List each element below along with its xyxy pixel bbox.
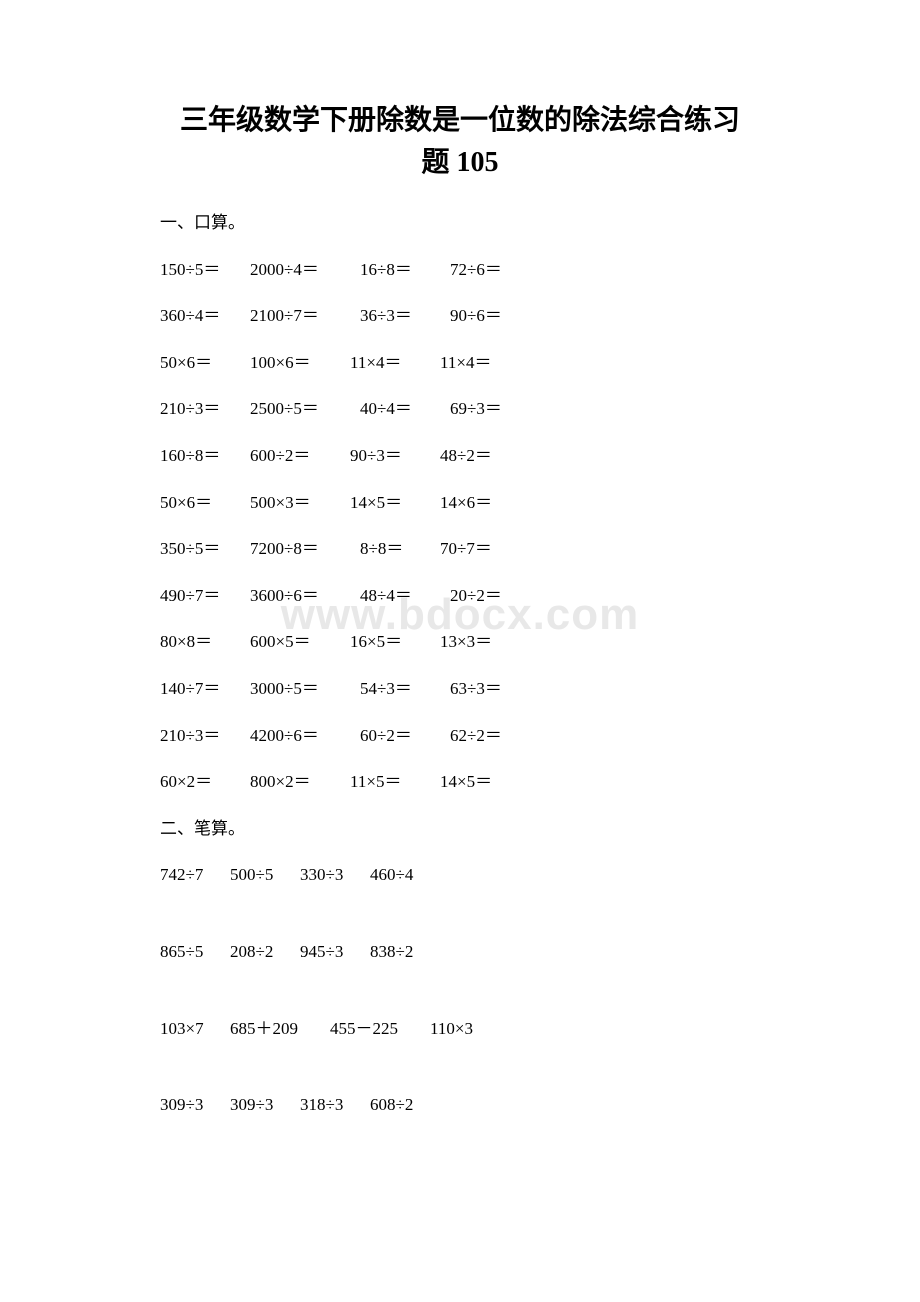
problem-cell: 14×5＝ <box>440 767 530 798</box>
problem-cell: 14×6＝ <box>440 488 530 519</box>
problem-cell: 63÷3＝ <box>450 674 540 705</box>
problem-cell: 11×5＝ <box>350 767 440 798</box>
problem-row: 742÷7500÷5330÷3460÷4 <box>160 860 800 891</box>
problem-cell: 3600÷6＝ <box>250 581 360 612</box>
problem-cell: 2100÷7＝ <box>250 301 360 332</box>
problem-cell: 800×2＝ <box>250 767 350 798</box>
problem-cell: 455－225 <box>330 1014 430 1045</box>
mental-calculation-problems: 150÷5＝2000÷4＝16÷8＝72÷6＝ 360÷4＝2100÷7＝36÷3… <box>160 255 800 798</box>
document-content: 三年级数学下册除数是一位数的除法综合练习 题 105 一、口算。 150÷5＝2… <box>120 100 800 1121</box>
problem-row: 103×7685＋209455－225110×3 <box>160 1014 800 1045</box>
problem-cell: 90÷3＝ <box>350 441 440 472</box>
problem-cell: 20÷2＝ <box>450 581 540 612</box>
written-calculation-problems: 742÷7500÷5330÷3460÷4 865÷5208÷2945÷3838÷2… <box>160 860 800 1120</box>
problem-cell: 685＋209 <box>230 1014 330 1045</box>
problem-cell: 945÷3 <box>300 937 370 968</box>
problem-cell: 460÷4 <box>370 860 440 891</box>
problem-cell: 309÷3 <box>230 1090 300 1121</box>
problem-cell: 40÷4＝ <box>360 394 450 425</box>
section-1-header: 一、口算。 <box>160 208 800 239</box>
problem-cell: 8÷8＝ <box>360 534 440 565</box>
problem-row: 50×6＝100×6＝11×4＝11×4＝ <box>160 348 800 379</box>
problem-cell: 110×3 <box>430 1014 500 1045</box>
title-line-1: 三年级数学下册除数是一位数的除法综合练习 <box>120 100 800 142</box>
problem-row: 160÷8＝600÷2＝90÷3＝48÷2＝ <box>160 441 800 472</box>
problem-row: 140÷7＝3000÷5＝54÷3＝63÷3＝ <box>160 674 800 705</box>
problem-cell: 2000÷4＝ <box>250 255 360 286</box>
problem-cell: 490÷7＝ <box>160 581 250 612</box>
problem-row: 150÷5＝2000÷4＝16÷8＝72÷6＝ <box>160 255 800 286</box>
problem-cell: 36÷3＝ <box>360 301 450 332</box>
problem-cell: 3000÷5＝ <box>250 674 360 705</box>
problem-row: 865÷5208÷2945÷3838÷2 <box>160 937 800 968</box>
problem-cell: 50×6＝ <box>160 348 250 379</box>
problem-cell: 80×8＝ <box>160 627 250 658</box>
problem-cell: 210÷3＝ <box>160 721 250 752</box>
problem-row: 490÷7＝3600÷6＝48÷4＝20÷2＝ <box>160 581 800 612</box>
row-spacer <box>160 907 800 937</box>
document-title: 三年级数学下册除数是一位数的除法综合练习 题 105 <box>120 100 800 184</box>
problem-cell: 50×6＝ <box>160 488 250 519</box>
problem-cell: 11×4＝ <box>440 348 530 379</box>
problem-cell: 54÷3＝ <box>360 674 450 705</box>
problem-cell: 742÷7 <box>160 860 230 891</box>
problem-cell: 100×6＝ <box>250 348 350 379</box>
problem-row: 210÷3＝4200÷6＝60÷2＝62÷2＝ <box>160 721 800 752</box>
problem-cell: 14×5＝ <box>350 488 440 519</box>
problem-cell: 70÷7＝ <box>440 534 530 565</box>
problem-cell: 350÷5＝ <box>160 534 250 565</box>
problem-cell: 11×4＝ <box>350 348 440 379</box>
problem-row: 50×6＝500×3＝14×5＝14×6＝ <box>160 488 800 519</box>
problem-row: 80×8＝600×5＝16×5＝13×3＝ <box>160 627 800 658</box>
problem-cell: 360÷4＝ <box>160 301 250 332</box>
problem-cell: 500÷5 <box>230 860 300 891</box>
row-spacer <box>160 984 800 1014</box>
problem-cell: 140÷7＝ <box>160 674 250 705</box>
problem-cell: 500×3＝ <box>250 488 350 519</box>
problem-cell: 210÷3＝ <box>160 394 250 425</box>
problem-row: 350÷5＝7200÷8＝8÷8＝70÷7＝ <box>160 534 800 565</box>
problem-cell: 600×5＝ <box>250 627 350 658</box>
problem-cell: 4200÷6＝ <box>250 721 360 752</box>
content-body: 一、口算。 150÷5＝2000÷4＝16÷8＝72÷6＝ 360÷4＝2100÷… <box>120 208 800 1121</box>
problem-cell: 865÷5 <box>160 937 230 968</box>
problem-row: 60×2＝800×2＝11×5＝14×5＝ <box>160 767 800 798</box>
problem-cell: 7200÷8＝ <box>250 534 360 565</box>
problem-cell: 72÷6＝ <box>450 255 540 286</box>
problem-cell: 838÷2 <box>370 937 440 968</box>
problem-cell: 150÷5＝ <box>160 255 250 286</box>
problem-cell: 69÷3＝ <box>450 394 540 425</box>
problem-row: 360÷4＝2100÷7＝36÷3＝90÷6＝ <box>160 301 800 332</box>
problem-cell: 13×3＝ <box>440 627 530 658</box>
problem-cell: 90÷6＝ <box>450 301 540 332</box>
problem-cell: 600÷2＝ <box>250 441 350 472</box>
row-spacer <box>160 1060 800 1090</box>
problem-row: 210÷3＝2500÷5＝40÷4＝69÷3＝ <box>160 394 800 425</box>
problem-cell: 318÷3 <box>300 1090 370 1121</box>
problem-cell: 2500÷5＝ <box>250 394 360 425</box>
problem-cell: 103×7 <box>160 1014 230 1045</box>
problem-cell: 309÷3 <box>160 1090 230 1121</box>
title-line-2: 题 105 <box>120 142 800 184</box>
problem-cell: 608÷2 <box>370 1090 440 1121</box>
problem-cell: 62÷2＝ <box>450 721 540 752</box>
problem-cell: 60÷2＝ <box>360 721 450 752</box>
problem-cell: 208÷2 <box>230 937 300 968</box>
problem-cell: 48÷4＝ <box>360 581 450 612</box>
section-2-header: 二、笔算。 <box>160 814 800 845</box>
problem-cell: 60×2＝ <box>160 767 250 798</box>
problem-row: 309÷3309÷3318÷3608÷2 <box>160 1090 800 1121</box>
problem-cell: 48÷2＝ <box>440 441 530 472</box>
problem-cell: 330÷3 <box>300 860 370 891</box>
problem-cell: 160÷8＝ <box>160 441 250 472</box>
problem-cell: 16÷8＝ <box>360 255 450 286</box>
problem-cell: 16×5＝ <box>350 627 440 658</box>
